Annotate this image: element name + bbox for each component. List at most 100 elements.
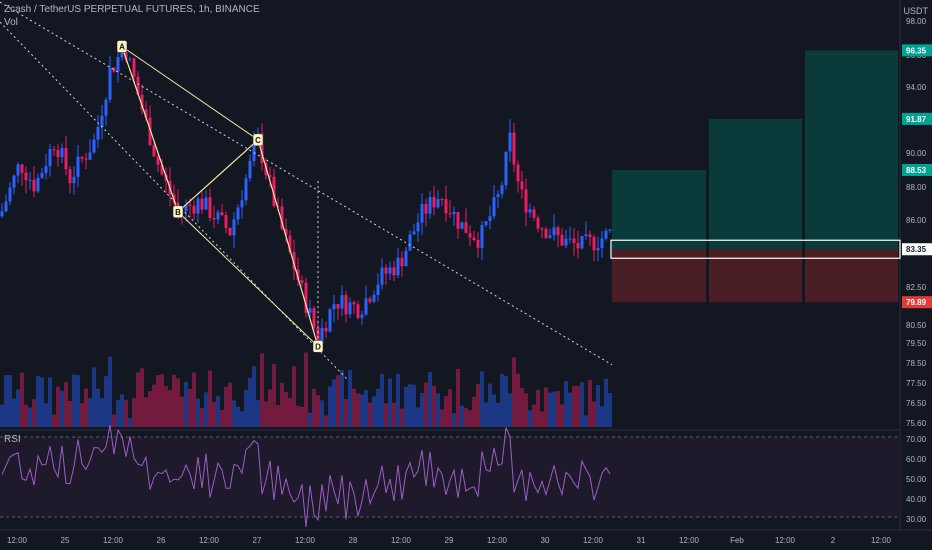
- volume-bar: [240, 411, 244, 427]
- volume-bar: [388, 378, 392, 427]
- pattern-point-marker: [312, 340, 324, 353]
- volume-bar: [184, 381, 188, 427]
- price-tick-label: 98.00: [906, 17, 927, 26]
- volume-bar: [8, 375, 12, 427]
- volume-bar: [180, 396, 184, 427]
- volume-bar: [144, 397, 148, 427]
- candle-body: [116, 57, 120, 72]
- volume-bar: [76, 374, 80, 427]
- volume-bar: [436, 393, 440, 427]
- candle-body: [204, 197, 208, 210]
- candle-body: [460, 222, 464, 229]
- volume-bar: [484, 402, 488, 427]
- candle-body: [556, 227, 560, 235]
- volume-bar: [96, 388, 100, 427]
- candle-body: [64, 147, 68, 170]
- candle-body: [48, 149, 52, 167]
- price-tick-label: 79.50: [906, 339, 927, 348]
- price-badge-label: 91.87: [906, 115, 927, 124]
- candle-body: [32, 179, 36, 192]
- volume-bar: [568, 392, 572, 427]
- entry-box: [610, 239, 901, 259]
- candle-body: [336, 304, 340, 309]
- candle-body: [412, 231, 416, 235]
- candle-body: [208, 197, 212, 219]
- time-tick-label: 2: [831, 536, 836, 545]
- candle-body: [600, 238, 604, 249]
- time-tick-label: 28: [349, 536, 358, 545]
- volume-bar: [364, 390, 368, 427]
- volume-bar: [604, 378, 608, 427]
- candle-body: [500, 185, 504, 195]
- candle-body: [284, 228, 288, 236]
- volume-bar: [548, 392, 552, 427]
- volume-bar: [428, 372, 432, 427]
- candle-body: [4, 201, 8, 212]
- candle-body: [148, 117, 152, 146]
- candle-body: [348, 302, 352, 315]
- time-tick-label: 30: [541, 536, 550, 545]
- pattern-point-label: D: [315, 342, 321, 351]
- candle-body: [112, 67, 116, 72]
- volume-bar: [256, 400, 260, 427]
- candle-body: [72, 176, 76, 184]
- volume-bar: [528, 410, 532, 427]
- volume-bar: [348, 370, 352, 427]
- candle-body: [368, 298, 372, 302]
- volume-bar: [284, 391, 288, 427]
- volume-bar: [268, 389, 272, 427]
- candle-body: [576, 243, 580, 249]
- candle-body: [588, 234, 592, 238]
- candle-body: [40, 172, 44, 178]
- candle-body: [396, 257, 400, 276]
- volume-bar: [260, 353, 264, 427]
- volume-bar: [160, 374, 164, 427]
- pattern-point-label: A: [119, 43, 125, 52]
- volume-bar: [372, 396, 376, 427]
- candle-body: [296, 269, 300, 281]
- candle-body: [100, 115, 104, 128]
- time-tick-label: 12:00: [487, 536, 508, 545]
- volume-bar: [608, 393, 612, 427]
- candle-body: [352, 302, 356, 305]
- candle-body: [152, 145, 156, 157]
- candle-body: [8, 187, 12, 202]
- volume-bar: [460, 405, 464, 427]
- candle-body: [580, 235, 584, 249]
- candle-body: [536, 217, 540, 229]
- candle-body: [292, 252, 296, 270]
- candle-body: [584, 234, 588, 236]
- candle-body: [288, 235, 292, 253]
- volume-bar: [108, 356, 112, 427]
- candle-body: [328, 309, 332, 332]
- loss-zone: [709, 249, 802, 303]
- candle-body: [604, 230, 608, 239]
- volume-bar: [24, 404, 28, 427]
- candle-body: [540, 228, 544, 230]
- time-tick-label: 25: [61, 536, 70, 545]
- volume-bar: [236, 406, 240, 427]
- volume-bar: [524, 393, 528, 427]
- volume-bar: [16, 389, 20, 427]
- volume-bar: [148, 391, 152, 427]
- candle-body: [304, 282, 308, 313]
- candle-body: [248, 161, 252, 179]
- volume-bar: [12, 398, 16, 427]
- candle-body: [592, 237, 596, 251]
- volume-bar: [336, 375, 340, 427]
- volume-bar: [20, 372, 24, 427]
- candle-body: [404, 250, 408, 267]
- candle-body: [228, 227, 232, 236]
- volume-bar: [440, 409, 444, 427]
- price-tick-label: 80.50: [906, 321, 927, 330]
- candle-body: [20, 164, 24, 173]
- volume-bar: [408, 384, 412, 427]
- volume-bar: [52, 414, 56, 427]
- candle-body: [300, 280, 304, 283]
- candle-body: [216, 212, 220, 220]
- candle-body: [88, 152, 92, 160]
- volume-bar: [516, 373, 520, 427]
- volume-bar: [264, 401, 268, 427]
- volume-bar: [308, 412, 312, 427]
